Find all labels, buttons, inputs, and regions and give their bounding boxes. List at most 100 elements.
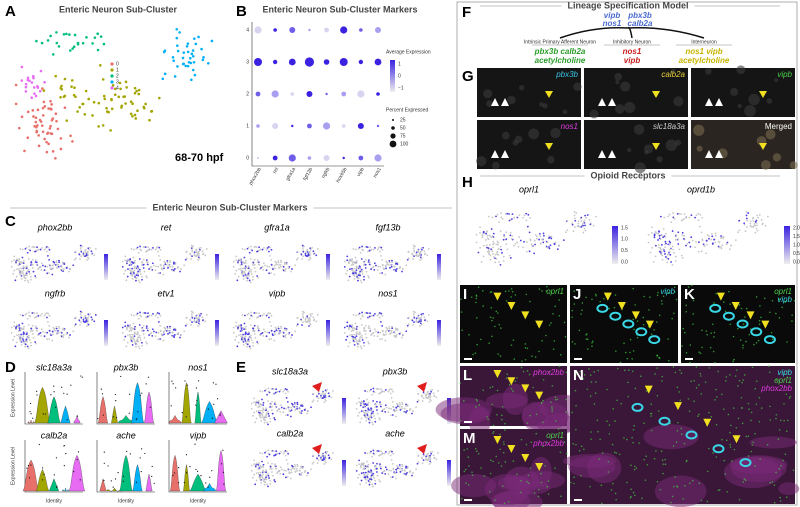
puncta bbox=[566, 453, 568, 455]
expr-dot bbox=[419, 325, 421, 327]
expr-dot bbox=[36, 263, 38, 265]
expr-dot bbox=[57, 264, 59, 266]
expr-dot bbox=[374, 418, 376, 420]
expr-dot bbox=[273, 417, 275, 419]
expr-dot bbox=[364, 246, 366, 248]
expr-dot bbox=[489, 250, 491, 252]
expr-dot bbox=[134, 267, 136, 269]
point bbox=[174, 472, 175, 473]
expr-dot bbox=[418, 461, 420, 463]
expr-dot bbox=[379, 465, 381, 467]
point bbox=[182, 412, 183, 413]
expr-dot bbox=[199, 324, 201, 326]
expr-dot bbox=[236, 345, 238, 347]
cell-dot bbox=[45, 141, 48, 144]
point bbox=[171, 380, 172, 381]
puncta bbox=[497, 312, 499, 314]
expr-dot bbox=[378, 450, 380, 452]
cell-dot bbox=[23, 150, 26, 153]
puncta bbox=[730, 446, 732, 448]
tissue bbox=[486, 393, 528, 409]
puncta bbox=[549, 324, 551, 326]
expr-dot bbox=[44, 266, 46, 268]
puncta bbox=[579, 330, 581, 332]
puncta bbox=[580, 475, 582, 477]
expr-dot bbox=[672, 217, 674, 219]
expr-dot bbox=[275, 454, 277, 456]
expr-dot bbox=[151, 266, 153, 268]
expr-dot bbox=[33, 271, 35, 273]
cell-dot bbox=[142, 106, 145, 109]
puncta bbox=[654, 373, 656, 375]
puncta bbox=[475, 448, 477, 450]
point bbox=[30, 465, 31, 466]
point bbox=[108, 465, 109, 466]
expr-dot bbox=[431, 451, 433, 453]
expr-dot bbox=[268, 251, 270, 253]
expr-dot bbox=[369, 484, 371, 486]
puncta bbox=[581, 446, 583, 448]
expr-dot bbox=[28, 271, 30, 273]
expr-dot bbox=[312, 250, 314, 252]
puncta bbox=[712, 452, 714, 454]
puncta bbox=[614, 307, 616, 309]
expr-dot bbox=[255, 403, 257, 405]
cell-dot bbox=[117, 96, 120, 99]
puncta bbox=[688, 398, 690, 400]
expr-dot bbox=[364, 416, 366, 418]
expr-dot bbox=[307, 317, 309, 319]
expr-dot bbox=[259, 416, 261, 418]
expr-dot bbox=[28, 282, 30, 284]
puncta bbox=[584, 374, 586, 376]
expr-dot bbox=[365, 414, 367, 416]
expr-dot bbox=[435, 396, 437, 398]
expr-dot bbox=[662, 236, 664, 238]
puncta bbox=[541, 290, 543, 292]
expr-dot bbox=[669, 251, 671, 253]
puncta bbox=[676, 441, 678, 443]
expr-dot bbox=[245, 328, 247, 330]
cell-dot bbox=[151, 110, 154, 113]
expr-dot bbox=[363, 264, 365, 266]
expr-dot bbox=[148, 249, 150, 251]
y-tick-label: 3 bbox=[246, 59, 249, 65]
expr-dot bbox=[386, 329, 388, 331]
expr-dot bbox=[354, 262, 356, 264]
expr-dot bbox=[397, 263, 399, 265]
x-tick-label: ret bbox=[272, 166, 280, 175]
expr-dot bbox=[374, 262, 376, 264]
expr-dot bbox=[376, 468, 378, 470]
expr-dot bbox=[391, 451, 393, 453]
expr-dot bbox=[425, 397, 427, 399]
puncta bbox=[516, 473, 518, 475]
puncta bbox=[659, 314, 661, 316]
violin bbox=[183, 465, 189, 491]
expr-dot bbox=[273, 340, 275, 342]
puncta bbox=[544, 465, 546, 467]
cell-dot bbox=[60, 148, 63, 151]
expr-dot bbox=[21, 328, 23, 330]
expr-dot bbox=[377, 315, 379, 317]
expr-dot bbox=[412, 410, 414, 412]
expr-dot bbox=[368, 325, 370, 327]
puncta bbox=[595, 381, 597, 383]
point bbox=[80, 375, 81, 376]
puncta bbox=[657, 292, 659, 294]
expr-dot bbox=[308, 259, 310, 261]
puncta bbox=[726, 440, 728, 442]
expr-dot bbox=[270, 404, 272, 406]
expr-dot bbox=[366, 461, 368, 463]
expr-dot bbox=[23, 260, 25, 262]
expr-dot bbox=[174, 334, 176, 336]
expr-dot bbox=[353, 268, 355, 270]
expr-dot bbox=[412, 472, 414, 474]
expr-dot bbox=[310, 468, 312, 470]
point bbox=[171, 405, 172, 406]
puncta bbox=[698, 414, 700, 416]
puncta bbox=[775, 418, 777, 420]
cell-dot bbox=[49, 127, 52, 130]
expr-dot bbox=[574, 220, 576, 222]
expr-dot bbox=[285, 470, 287, 472]
colorbar bbox=[437, 320, 441, 346]
puncta bbox=[606, 389, 608, 391]
